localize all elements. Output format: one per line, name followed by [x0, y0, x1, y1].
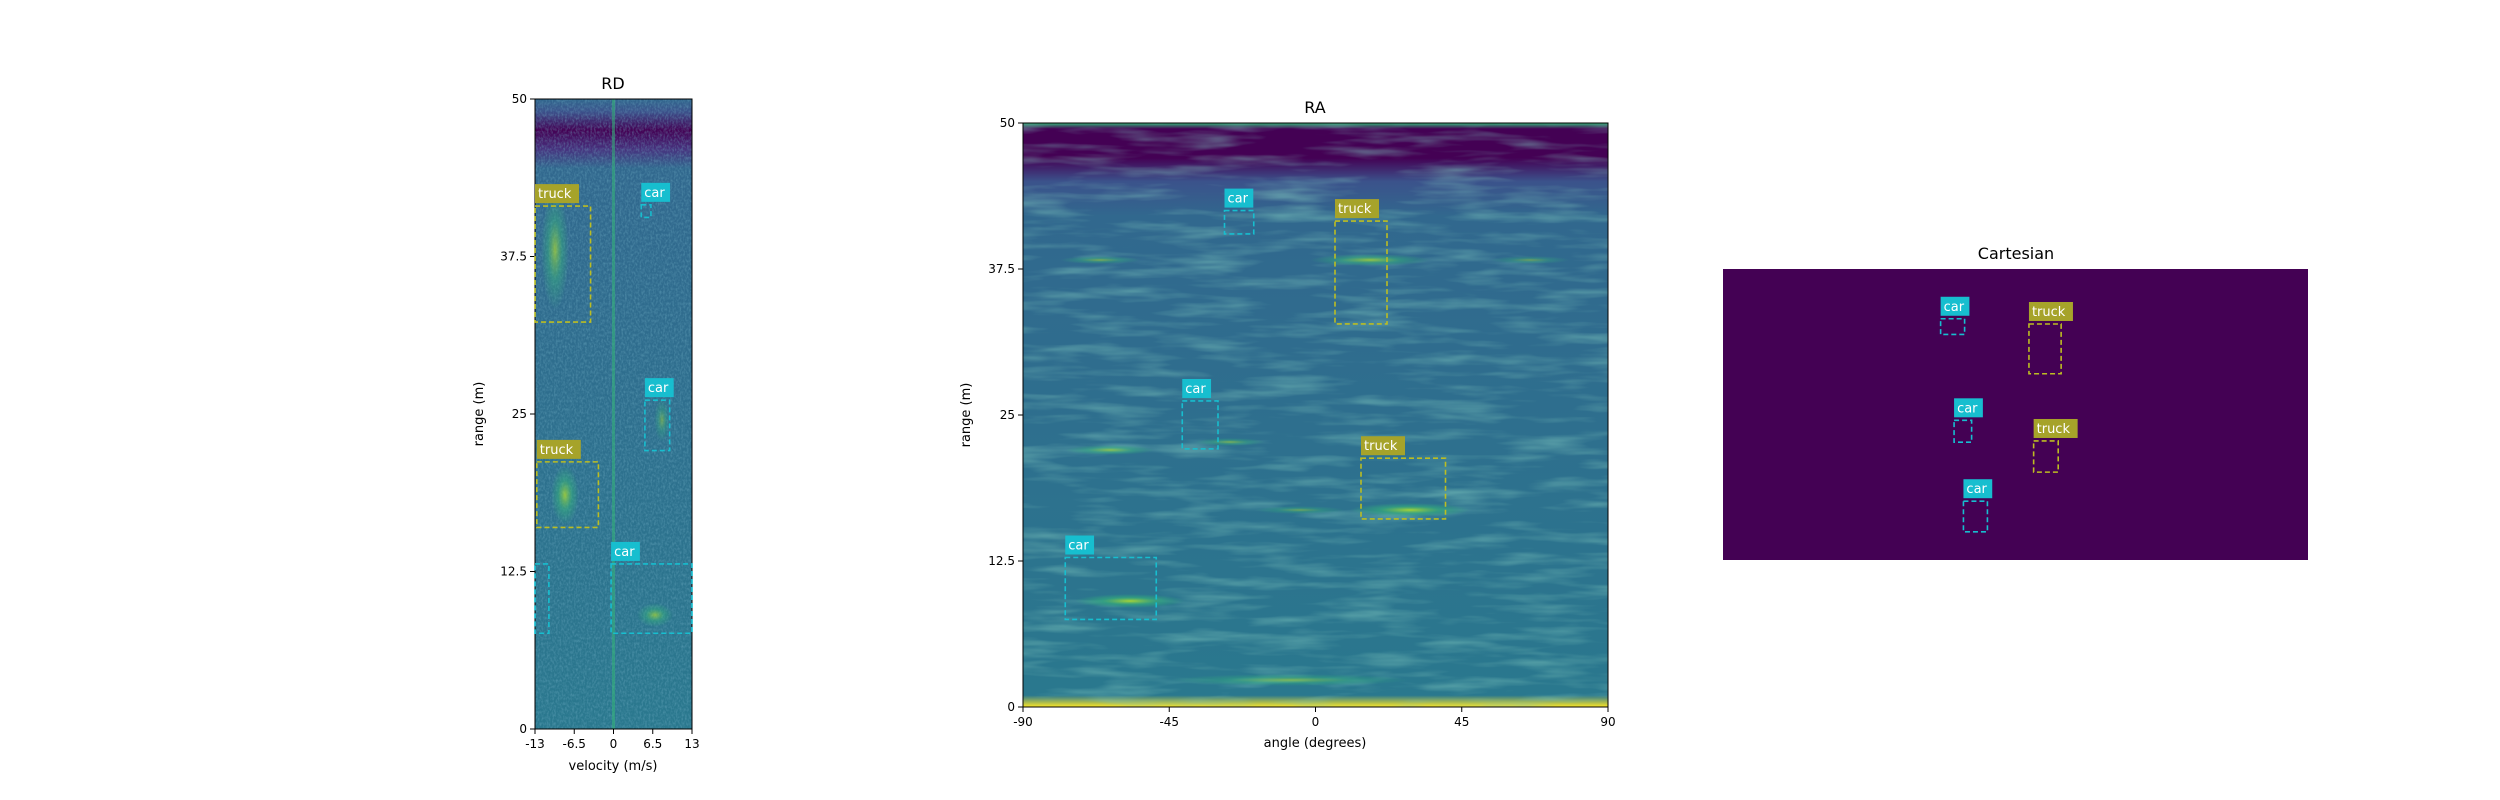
cartesian-truck-label: truck: [2037, 422, 2071, 437]
rd-truck-label: truck: [540, 443, 574, 458]
ra-ytick-label: 0: [1007, 700, 1015, 714]
ra-ytick-label: 37.5: [988, 262, 1015, 276]
cartesian-car-label: car: [1966, 482, 1987, 497]
ra-xtick-label: 90: [1600, 715, 1615, 729]
ra-truck-label-bg: [1335, 199, 1379, 219]
cartesian-truck-label-bg: [2028, 301, 2073, 321]
cartesian-car-label-bg: [1940, 296, 1970, 316]
rd-ytick-label: 37.5: [500, 250, 527, 264]
rd-car-label: car: [614, 545, 635, 560]
ra-car-box: [1064, 556, 1158, 621]
ra-truck-label: truck: [1338, 202, 1372, 217]
cartesian-car-label-bg: [1954, 398, 1983, 418]
rd-xtick-label: 13: [684, 737, 699, 751]
ra-ytick-label: 12.5: [988, 554, 1015, 568]
rd-car-box: [610, 563, 693, 635]
ra-panel: RA -90 -45 0 45 90 0 12.5 25 37.5 50 car truck car t…: [959, 98, 1616, 751]
rd-xlabel: velocity (m/s): [569, 759, 658, 774]
rd-car-label: car: [644, 186, 665, 201]
rd-ytick-label: 25: [512, 407, 527, 421]
rd-truck-label-bg: [536, 439, 581, 459]
ra-axes: -90 -45 0 45 90 0 12.5 25 37.5 50: [988, 116, 1615, 729]
rd-panel: RD -13 -6.5 0 6.5 13 0 12.5 25 37.5 50 truck car ca…: [472, 74, 700, 774]
cartesian-car-box: [1939, 317, 1966, 336]
ra-truck-box: [1360, 457, 1447, 520]
rd-xtick-label: -13: [525, 737, 545, 751]
rd-car-label: car: [648, 381, 669, 396]
rd-car-label-bg: [611, 541, 640, 561]
rd-ytick-label: 50: [512, 92, 527, 106]
cartesian-car-label: car: [1944, 300, 1965, 315]
rd-truck-label-bg: [535, 184, 579, 204]
cartesian-panel: Cartesian car truck car truck car: [1723, 244, 2308, 560]
ra-car-label-bg: [1065, 535, 1095, 555]
ra-title: RA: [1304, 98, 1325, 117]
cartesian-background: [1723, 269, 2308, 560]
rd-xtick-label: 6.5: [643, 737, 662, 751]
ra-xtick-label: -45: [1159, 715, 1179, 729]
ra-boxes: car truck car truck car: [1064, 188, 1447, 621]
rd-car-label-bg: [641, 182, 671, 202]
rd-title: RD: [601, 74, 624, 93]
ra-xlabel: angle (degrees): [1264, 736, 1367, 751]
ra-car-label: car: [1228, 192, 1249, 207]
rd-unlabeled-box: [534, 563, 550, 635]
cartesian-car-label-bg: [1963, 479, 1993, 499]
ra-heatmap: [1023, 123, 1608, 707]
cartesian-boxes: car truck car truck car: [1939, 296, 2078, 533]
cartesian-truck-label-bg: [2033, 418, 2078, 438]
ra-ytick-label: 50: [1000, 116, 1015, 130]
ra-car-label: car: [1068, 538, 1089, 553]
rd-ytick-label: 12.5: [500, 565, 527, 579]
cartesian-title: Cartesian: [1978, 244, 2054, 263]
cartesian-car-label: car: [1957, 401, 1978, 416]
rd-boxes: truck car car truck car: [534, 182, 693, 635]
rd-car-label-bg: [644, 378, 674, 398]
ra-truck-label: truck: [1364, 439, 1398, 454]
ra-xtick-label: -90: [1013, 715, 1033, 729]
cartesian-car-box: [1953, 419, 1973, 443]
rd-ylabel: range (m): [472, 382, 487, 447]
rd-ytick-label: 0: [519, 722, 527, 736]
ra-xtick-label: 45: [1454, 715, 1469, 729]
cartesian-truck-box: [2028, 323, 2062, 375]
ra-car-label: car: [1185, 382, 1206, 397]
ra-ylabel: range (m): [959, 383, 974, 448]
rd-xtick-label: 0: [610, 737, 618, 751]
rd-truck-box: [534, 205, 592, 323]
rd-car-box: [644, 399, 671, 452]
ra-car-box: [1223, 209, 1255, 235]
ra-xtick-label: 0: [1312, 715, 1320, 729]
ra-truck-box: [1334, 220, 1388, 325]
cartesian-car-box: [1962, 500, 1989, 533]
rd-axes: -13 -6.5 0 6.5 13 0 12.5 25 37.5 50: [500, 92, 699, 751]
rd-xtick-label: -6.5: [563, 737, 586, 751]
rd-heatmap: [535, 99, 692, 729]
rd-car-box: [640, 204, 652, 219]
ra-car-label-bg: [1182, 378, 1212, 398]
ra-car-label-bg: [1224, 188, 1254, 208]
ra-ytick-label: 25: [1000, 408, 1015, 422]
cartesian-truck-box: [2032, 440, 2060, 473]
ra-car-box: [1181, 400, 1219, 450]
cartesian-truck-label: truck: [2032, 305, 2066, 320]
ra-truck-label-bg: [1361, 436, 1405, 456]
rd-truck-label: truck: [538, 187, 572, 202]
